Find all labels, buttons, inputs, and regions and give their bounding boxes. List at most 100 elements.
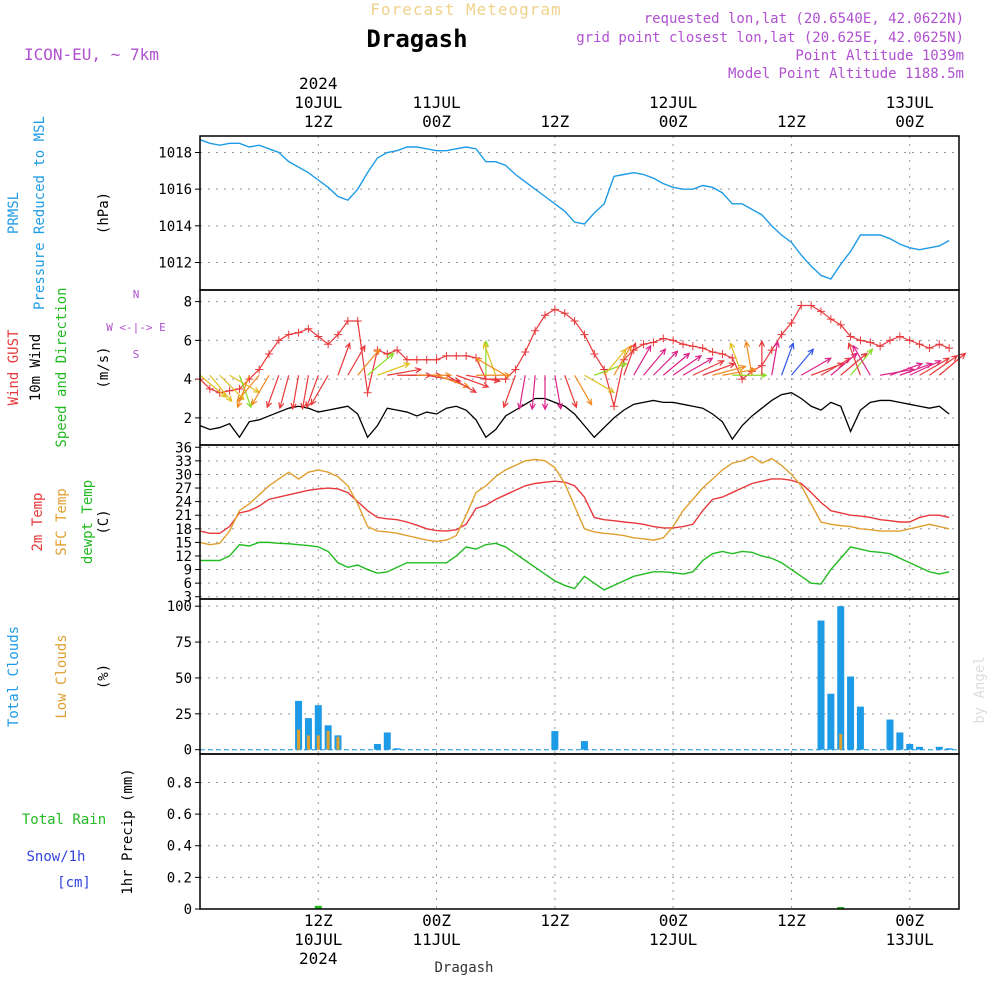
top-tick-label: 13JUL	[886, 93, 934, 112]
total-cloud-bar	[817, 620, 825, 750]
bottom-tick-label: 2024	[299, 949, 338, 968]
clouds-panel: 0 25 50 75 100 Total Clouds Low Clouds (%)	[6, 598, 960, 759]
gust-marker	[797, 301, 806, 310]
wind-dir-arrow	[623, 342, 637, 376]
y-tick-label: 50	[175, 671, 192, 687]
gust-marker	[393, 346, 402, 355]
wind-dir-arrow	[643, 348, 667, 376]
total-cloud-bar	[551, 731, 559, 750]
top-tick-label: 2024	[299, 74, 338, 93]
top-tick-label: 11JUL	[412, 93, 460, 112]
total-cloud-bar	[916, 746, 924, 750]
wind-dir-arrow	[852, 344, 871, 376]
low-cloud-bar	[326, 731, 330, 750]
wind-dir-arrow	[633, 344, 652, 376]
total-cloud-bar	[837, 606, 845, 750]
gust-marker	[215, 388, 224, 397]
gust-marker	[570, 317, 579, 325]
gust-marker	[590, 349, 599, 358]
gust-marker	[284, 330, 293, 339]
gust-marker	[225, 386, 234, 395]
wind-dir-arrow	[236, 375, 250, 409]
wind-dir-arrow	[938, 352, 967, 376]
wind-dir-arrow	[889, 362, 924, 376]
wind-dir-arrow	[594, 362, 628, 376]
y-tick-label: 75	[175, 635, 192, 651]
wind-dir-arrow	[236, 374, 260, 403]
bottom-tick-label: 10JUL	[294, 930, 342, 949]
wind-dir-arrow	[672, 354, 703, 376]
y-tick-label: 24	[175, 495, 192, 511]
total-cloud-bar	[314, 705, 322, 750]
gust-marker	[659, 334, 668, 343]
gridpoint-coords: grid point closest lon,lat (20.625E, 42.…	[576, 30, 964, 46]
y-tick-label: 30	[175, 467, 192, 483]
wind-dir-arrow	[529, 375, 536, 411]
y-tick-label: 33	[175, 454, 192, 470]
total-cloud-bar	[896, 732, 904, 750]
gust-marker	[945, 344, 954, 353]
station-title: Dragash	[366, 25, 467, 53]
wind-dir-arrow	[347, 344, 366, 376]
unit-label: 1hr Precip (mm)	[120, 768, 136, 894]
unit-label: (%)	[96, 664, 112, 689]
snow-label: Snow/1h	[26, 849, 85, 865]
dew-line	[200, 541, 950, 591]
wind-dir-arrow	[310, 374, 329, 406]
wind-dir-arrow	[564, 375, 578, 409]
wind-dir-arrow	[743, 340, 753, 376]
y-tick-label: 21	[175, 508, 192, 524]
wind-dir-arrow	[541, 375, 549, 411]
y-tick-label: 6	[184, 576, 192, 592]
wind-dir-arrow	[456, 374, 490, 389]
top-tick-label: 00Z	[895, 112, 924, 131]
compass-n: N	[133, 288, 140, 301]
gust-marker	[639, 340, 648, 349]
gust-marker	[787, 318, 796, 327]
gust-marker	[767, 346, 776, 355]
total-cloud-bar	[393, 748, 401, 750]
wind-dir-arrow	[251, 374, 270, 406]
gust-marker	[698, 344, 707, 353]
bottom-tick-label: 12JUL	[649, 930, 697, 949]
y-axis-label: 2m Temp	[30, 492, 46, 551]
y-tick-label: 15	[175, 535, 192, 551]
top-tick-label: 12Z	[777, 112, 806, 131]
wind-dir-arrow	[929, 354, 959, 376]
y-tick-label: 0	[184, 902, 192, 918]
y-axis-label: Wind GUST	[6, 329, 22, 405]
y-tick-label: 0.8	[167, 775, 192, 791]
wind-dir-arrow	[554, 375, 563, 411]
gust-marker	[205, 384, 214, 393]
total-cloud-bar	[945, 748, 953, 750]
rain-label: Total Rain	[22, 812, 106, 828]
point-altitude: Point Altitude 1039m	[795, 48, 964, 64]
gust-marker	[817, 307, 825, 316]
panel-frame	[199, 753, 960, 910]
gust-marker	[432, 355, 441, 364]
gust-marker	[836, 320, 845, 329]
gust-marker	[235, 384, 244, 393]
y-tick-label: 36	[175, 440, 192, 456]
compass-s: S	[133, 348, 140, 361]
wind-dir-arrow	[387, 367, 423, 376]
wind-dir-arrow	[662, 352, 691, 376]
rain-bar	[837, 907, 845, 909]
gust-marker	[314, 332, 323, 341]
gust-marker	[688, 342, 697, 351]
gust-marker	[442, 351, 451, 360]
precip-panel: 0 0.2 0.4 0.6 0.8 Total Rain Snow/1h [cm] 1hr Pr…	[22, 753, 960, 918]
low-cloud-bar	[306, 735, 310, 750]
wind-dir-arrow	[290, 375, 300, 411]
wind-dir-arrow	[209, 374, 233, 403]
rain-bar	[314, 905, 322, 909]
gust-marker	[363, 388, 372, 397]
wind-dir-arrow	[466, 374, 501, 384]
gust-marker	[304, 324, 313, 333]
total-cloud-bar	[383, 732, 391, 750]
y-tick-label: 1012	[158, 256, 192, 272]
wind-dir-arrow	[482, 342, 497, 376]
wind-dir-arrow	[722, 367, 758, 376]
bottom-tick-label: 00Z	[422, 911, 451, 930]
